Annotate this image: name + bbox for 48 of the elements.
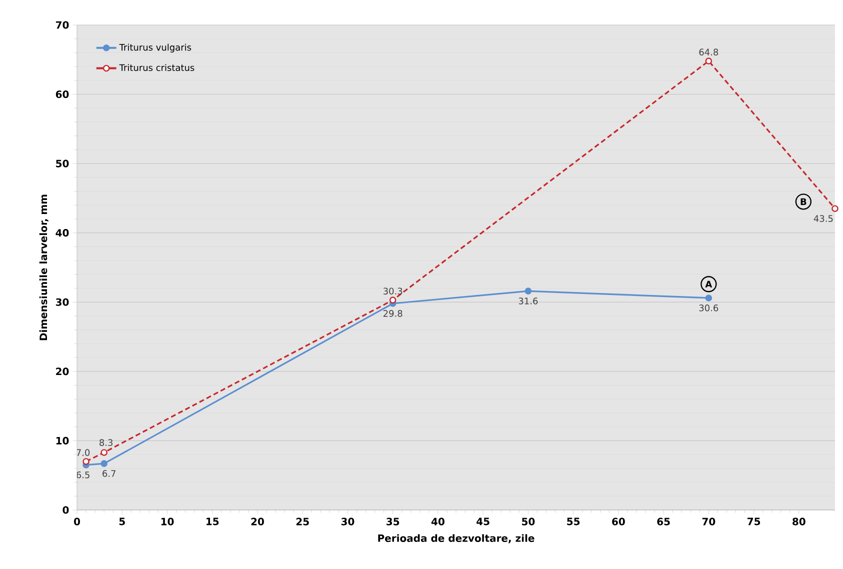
annotation: A <box>705 280 712 288</box>
data-label: 8.3 <box>100 439 113 446</box>
y-tick-label: 30 <box>56 298 69 306</box>
x-tick-label: 75 <box>748 518 760 526</box>
x-tick-label: 5 <box>119 518 125 526</box>
x-tick-label: 60 <box>612 518 625 526</box>
point <box>389 296 396 304</box>
point <box>100 449 108 456</box>
y-tick-label: 40 <box>56 229 69 237</box>
x-axis-title: Perioada de dezvoltare, zile <box>378 534 534 544</box>
x-tick-label: 15 <box>206 518 219 526</box>
x-tick-label: 40 <box>431 518 444 526</box>
data-label: 64.8 <box>699 48 718 56</box>
x-tick-label: 45 <box>476 518 490 526</box>
x-tick-label: 55 <box>567 518 580 526</box>
x-tick-label: 25 <box>296 518 309 526</box>
y-tick-label: 60 <box>56 90 69 98</box>
data-label: 7.0 <box>76 449 90 456</box>
y-tick-label: 50 <box>56 160 69 168</box>
data-label: 30.3 <box>384 288 402 295</box>
legend-label: Triturus cristatus <box>119 64 194 72</box>
legend-label: Triturus vulgaris <box>119 44 192 52</box>
x-tick-label: 50 <box>522 518 535 526</box>
y-tick-label: 70 <box>56 21 69 29</box>
y-tick-label: 0 <box>62 506 69 514</box>
data-label: 43.5 <box>814 215 833 222</box>
x-tick-label: 80 <box>792 518 806 526</box>
point <box>705 294 712 302</box>
point <box>100 460 108 467</box>
data-label: 29.8 <box>383 310 402 317</box>
annotation: B <box>800 198 806 205</box>
point <box>705 58 712 64</box>
data-label: 31.6 <box>518 298 538 304</box>
data-label: 30.6 <box>699 304 718 312</box>
y-tick-label: 20 <box>56 368 69 376</box>
x-tick-label: 70 <box>702 518 716 526</box>
x-tick-label: 65 <box>657 518 670 526</box>
x-tick-label: 10 <box>161 518 174 526</box>
x-tick-label: 0 <box>74 518 80 526</box>
x-tick-label: 20 <box>251 518 264 526</box>
y-tick-label: 10 <box>56 436 69 444</box>
x-tick-label: 30 <box>341 518 354 526</box>
point <box>832 205 838 212</box>
data-label: 6.7 <box>102 470 116 477</box>
point <box>524 288 532 294</box>
x-tick-label: 35 <box>386 518 400 526</box>
point <box>82 458 90 465</box>
y-axis-title: Dimensiunile larvelor, mm <box>39 194 48 340</box>
